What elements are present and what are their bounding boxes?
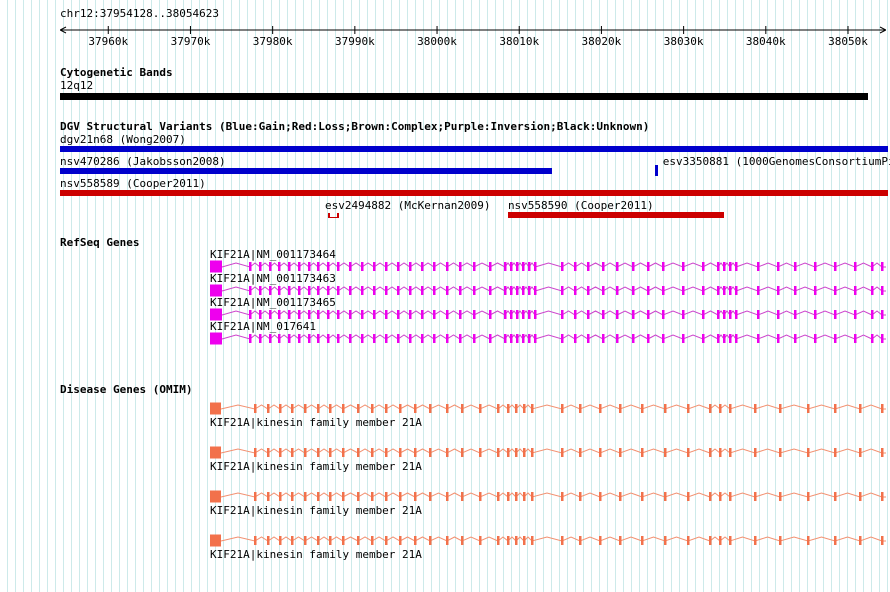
dgv-row: nsv470286 (Jakobsson2008) esv3350881 (100… [60, 155, 890, 178]
refseq-gene-label: KIF21A|NM_017641 [210, 320, 316, 333]
variant-label-nsv558590: nsv558590 (Cooper2011) [507, 199, 654, 212]
variant-label-nsv558589: nsv558589 (Cooper2011) [60, 177, 206, 190]
ruler [60, 26, 886, 34]
omim-title: Disease Genes (OMIM) [60, 383, 193, 396]
cytoband-title: Cytogenetic Bands [60, 66, 173, 79]
ruler-tick-label: 38050k [828, 35, 868, 48]
refseq-gene-label: KIF21A|NM_001173464 [210, 248, 336, 261]
variant-bar-dgv21n68[interactable] [60, 146, 888, 152]
dgv-title: DGV Structural Variants (Blue:Gain;Red:L… [60, 120, 650, 133]
variant-bar-nsv558589[interactable] [60, 190, 888, 196]
ruler-tick-label: 38020k [581, 35, 622, 48]
omim-gene-3: KIF21A|kinesin family member 21A [210, 534, 886, 578]
refseq-gene-2: KIF21A|NM_001173465 [210, 297, 886, 321]
omim-gene-1: KIF21A|kinesin family member 21A [210, 446, 886, 490]
region-label: chr12:37954128..38054623 [60, 7, 219, 20]
refseq-gene-1: KIF21A|NM_001173463 [210, 273, 886, 297]
omim-gene-0: KIF21A|kinesin family member 21A [210, 402, 886, 446]
gene-model[interactable] [210, 402, 886, 415]
omim-gene-label: KIF21A|kinesin family member 21A [210, 416, 422, 429]
omim-gene-label: KIF21A|kinesin family member 21A [210, 504, 422, 517]
variant-label-dgv21n68: dgv21n68 (Wong2007) [60, 133, 186, 146]
gene-model[interactable] [210, 446, 886, 459]
ruler-tick-label: 38000k [417, 35, 457, 48]
refseq-track: KIF21A|NM_001173464 KIF21A|NM_001173463 KI… [210, 249, 886, 345]
dgv-row: esv2494882 (McKernan2009) nsv558590 (Coop… [60, 200, 888, 222]
ruler-tick-label: 37960k [88, 35, 129, 48]
omim-gene-2: KIF21A|kinesin family member 21A [210, 490, 886, 534]
gene-model[interactable] [210, 284, 886, 297]
ruler-tick-label: 37990k [334, 35, 375, 48]
variant-bar-esv2494882[interactable] [328, 213, 340, 218]
variant-bar-esv3350881[interactable] [654, 165, 658, 176]
ruler-labels: 37960k 37970k 37980k 37990k 38000k 38010k 3802… [60, 36, 886, 48]
cytoband-name: 12q12 [60, 79, 94, 92]
gene-model[interactable] [210, 260, 886, 273]
dgv-row: dgv21n68 (Wong2007) [60, 134, 888, 156]
omim-gene-label: KIF21A|kinesin family member 21A [210, 548, 422, 561]
ruler-tick-label: 38040k [745, 35, 786, 48]
gene-model[interactable] [210, 332, 886, 345]
variant-bar-nsv470286[interactable] [60, 168, 552, 174]
ruler-tick-label: 37970k [170, 35, 211, 48]
refseq-gene-3: KIF21A|NM_017641 [210, 321, 886, 345]
omim-track: KIF21A|kinesin family member 21A KIF21A|k… [210, 402, 886, 578]
dgv-track: dgv21n68 (Wong2007) nsv470286 (Jakobsson2… [60, 134, 890, 222]
omim-gene-label: KIF21A|kinesin family member 21A [210, 460, 422, 473]
ruler-tick-label: 38010k [499, 35, 540, 48]
ruler-tick-label: 38030k [663, 35, 704, 48]
dgv-row: nsv558589 (Cooper2011) [60, 178, 888, 200]
gene-model[interactable] [210, 490, 886, 503]
cytoband-bar[interactable] [60, 93, 868, 100]
gene-model[interactable] [210, 534, 886, 547]
gene-model[interactable] [210, 308, 886, 321]
refseq-gene-0: KIF21A|NM_001173464 [210, 249, 886, 273]
variant-label-esv2494882: esv2494882 (McKernan2009) [324, 199, 491, 212]
refseq-title: RefSeq Genes [60, 236, 140, 249]
refseq-gene-label: KIF21A|NM_001173465 [210, 296, 336, 309]
variant-bar-nsv558590[interactable] [507, 212, 725, 218]
variant-label-nsv470286: nsv470286 (Jakobsson2008) [60, 155, 226, 168]
ruler-tick-label: 37980k [252, 35, 293, 48]
variant-label-esv3350881: esv3350881 (1000GenomesConsortiumPilotPr [662, 155, 890, 168]
refseq-gene-label: KIF21A|NM_001173463 [210, 272, 336, 285]
